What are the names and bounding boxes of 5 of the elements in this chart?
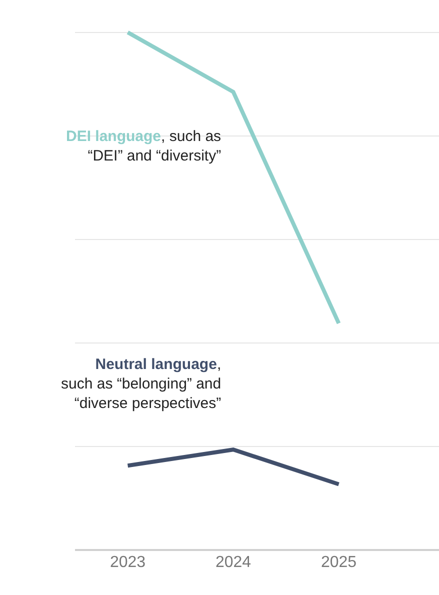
series-label: DEI language, such as “DEI” and “diversity” [66,128,222,164]
x-tick-label: 2024 [215,554,252,571]
x-tick-label: 2025 [320,554,357,571]
x-tick-label: 2023 [110,554,146,571]
text: Neutral language, such as “belonging” and “diverse perspectives” [61,356,222,412]
